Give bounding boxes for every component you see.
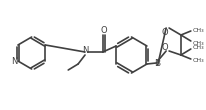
Text: O: O [161, 28, 168, 37]
Text: N: N [11, 57, 18, 65]
Text: CH₃: CH₃ [192, 28, 204, 32]
Text: O: O [100, 26, 107, 35]
Text: O: O [161, 42, 168, 51]
Text: CH₃: CH₃ [192, 45, 204, 50]
Text: CH₃: CH₃ [192, 40, 204, 46]
Text: CH₃: CH₃ [192, 58, 204, 62]
Text: N: N [81, 46, 88, 55]
Text: B: B [153, 59, 159, 68]
